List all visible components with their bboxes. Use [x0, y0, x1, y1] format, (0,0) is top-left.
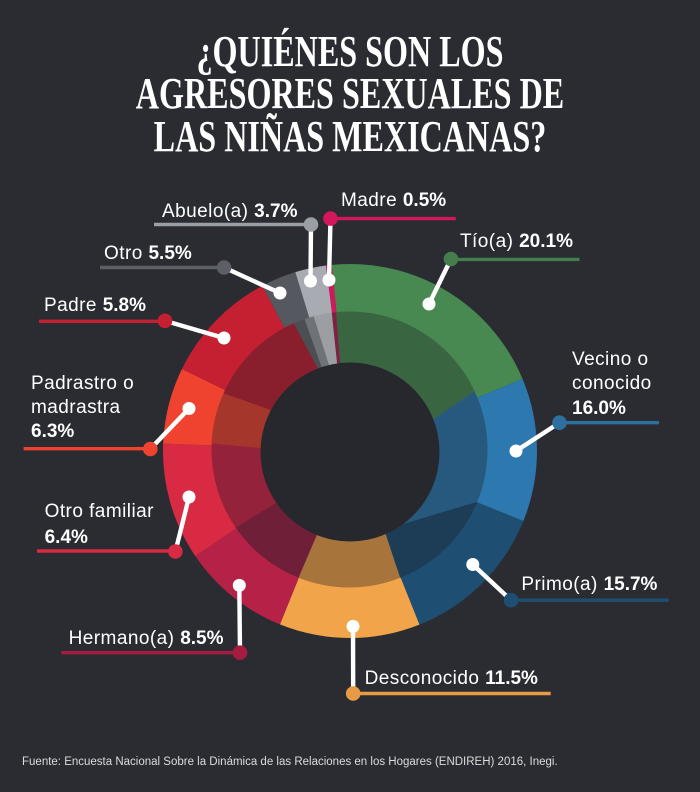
svg-text:Padrastro o: Padrastro o	[31, 373, 134, 394]
svg-text:6.4%: 6.4%	[45, 527, 88, 548]
svg-text:Hermano(a) 8.5%: Hermano(a) 8.5%	[69, 628, 224, 649]
svg-text:madrastra: madrastra	[31, 397, 121, 418]
svg-text:6.3%: 6.3%	[31, 421, 74, 442]
svg-text:Primo(a) 15.7%: Primo(a) 15.7%	[521, 574, 657, 595]
svg-text:16.0%: 16.0%	[572, 398, 626, 419]
svg-text:Otro familiar: Otro familiar	[45, 501, 155, 522]
svg-text:Abuelo(a) 3.7%: Abuelo(a) 3.7%	[162, 201, 298, 222]
svg-text:conocido: conocido	[572, 373, 652, 394]
svg-text:Madre 0.5%: Madre 0.5%	[341, 190, 446, 211]
svg-text:Vecino o: Vecino o	[572, 349, 649, 370]
svg-text:Tío(a) 20.1%: Tío(a) 20.1%	[460, 231, 573, 252]
svg-text:Padre 5.8%: Padre 5.8%	[44, 295, 146, 316]
svg-text:Otro 5.5%: Otro 5.5%	[104, 243, 192, 264]
svg-text:Desconocido 11.5%: Desconocido 11.5%	[365, 668, 538, 689]
